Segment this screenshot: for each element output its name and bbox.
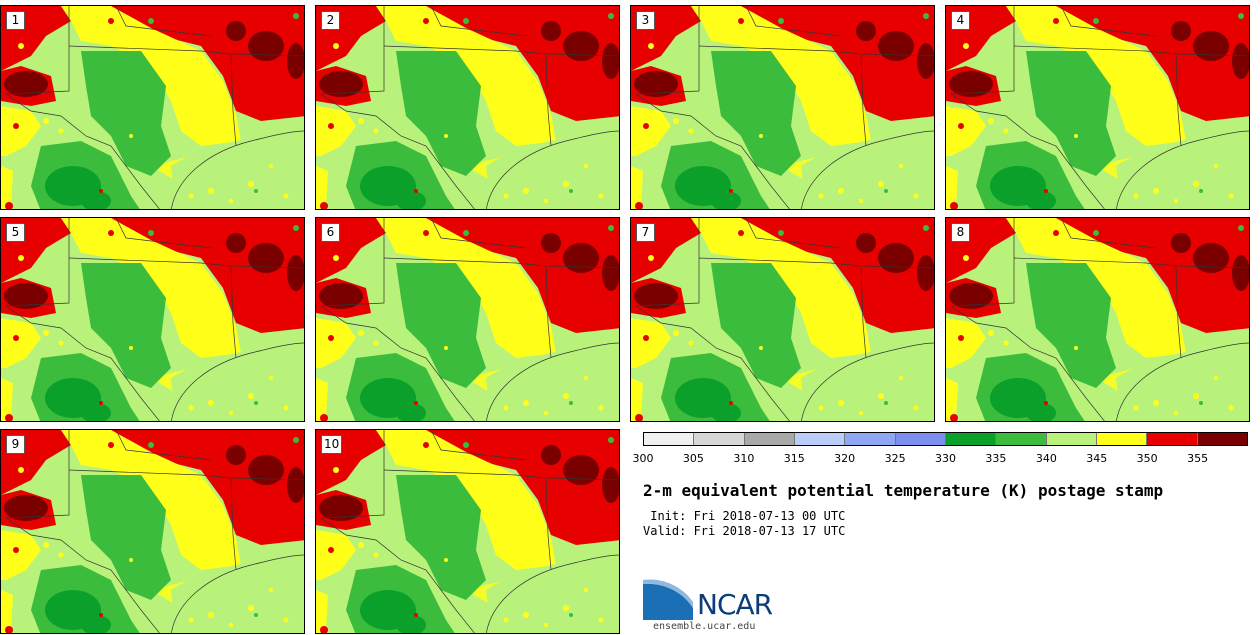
ncar-logo-icon — [643, 579, 693, 620]
stamp-panel-10: 10 — [315, 429, 620, 634]
colorbar-tick-label: 340 — [1035, 452, 1057, 465]
init-time: Init: Fri 2018-07-13 00 UTC — [643, 509, 846, 523]
colorbar-tick-label: 330 — [935, 452, 956, 465]
colorbar-tick-label: 300 — [632, 452, 654, 465]
colorbar-segment — [793, 433, 845, 445]
stamp-label: 4 — [951, 11, 970, 30]
colorbar-segment — [1196, 433, 1247, 445]
stamp-panel-9: 9 — [0, 429, 305, 634]
valid-time: Valid: Fri 2018-07-13 17 UTC — [643, 524, 846, 538]
colorbar-tick-label: 355 — [1187, 452, 1209, 465]
colorbar — [643, 432, 1248, 446]
stamp-map — [631, 6, 934, 209]
stamp-panel-5: 5 — [0, 217, 305, 422]
colorbar-segment — [743, 433, 794, 445]
colorbar-segment — [644, 433, 694, 445]
colorbar-tick-label: 305 — [682, 452, 704, 465]
colorbar-tick-label: 345 — [1086, 452, 1108, 465]
colorbar-tick-label: 310 — [733, 452, 755, 465]
colorbar-segment — [894, 433, 945, 445]
stamp-label: 10 — [321, 435, 343, 454]
stamp-map — [946, 6, 1249, 209]
stamp-map — [946, 218, 1249, 421]
stamp-label: 8 — [951, 223, 970, 242]
stamp-panel-1: 1 — [0, 5, 305, 210]
logo-wordmark: NCAR — [697, 588, 773, 621]
colorbar-segment — [1095, 433, 1147, 445]
stamp-map — [1, 6, 304, 209]
stamp-map — [631, 218, 934, 421]
stamp-label: 2 — [321, 11, 340, 30]
stamp-label: 9 — [6, 435, 25, 454]
stamp-label: 6 — [321, 223, 340, 242]
colorbar-tick-label: 315 — [783, 452, 805, 465]
stamp-label: 5 — [6, 223, 25, 242]
colorbar-segment — [844, 433, 895, 445]
stamp-label: 1 — [6, 11, 25, 30]
stamp-map — [316, 218, 619, 421]
logo-url: ensemble.ucar.edu — [653, 621, 756, 632]
colorbar-segment — [944, 433, 996, 445]
colorbar-tick-label: 350 — [1136, 452, 1158, 465]
stamp-panel-7: 7 — [630, 217, 935, 422]
colorbar-tick-label: 335 — [985, 452, 1007, 465]
stamp-panel-2: 2 — [315, 5, 620, 210]
stamp-label: 3 — [636, 11, 655, 30]
stamp-panel-8: 8 — [945, 217, 1250, 422]
stamp-panel-6: 6 — [315, 217, 620, 422]
chart-title: 2-m equivalent potential temperature (K)… — [643, 481, 1164, 500]
colorbar-segment — [1045, 433, 1096, 445]
stamp-panel-4: 4 — [945, 5, 1250, 210]
stamp-label: 7 — [636, 223, 655, 242]
stamp-map — [1, 218, 304, 421]
stamp-map — [316, 430, 619, 633]
stamp-map — [316, 6, 619, 209]
colorbar-segment — [693, 433, 744, 445]
colorbar-segment — [995, 433, 1046, 445]
colorbar-segment — [1146, 433, 1197, 445]
stamp-map — [1, 430, 304, 633]
colorbar-tick-label: 325 — [884, 452, 906, 465]
colorbar-ticks: 300 305 310 315 320 325 330 335 340 345 350 355 — [633, 452, 1248, 466]
colorbar-tick-label: 320 — [834, 452, 856, 465]
stamp-panel-3: 3 — [630, 5, 935, 210]
